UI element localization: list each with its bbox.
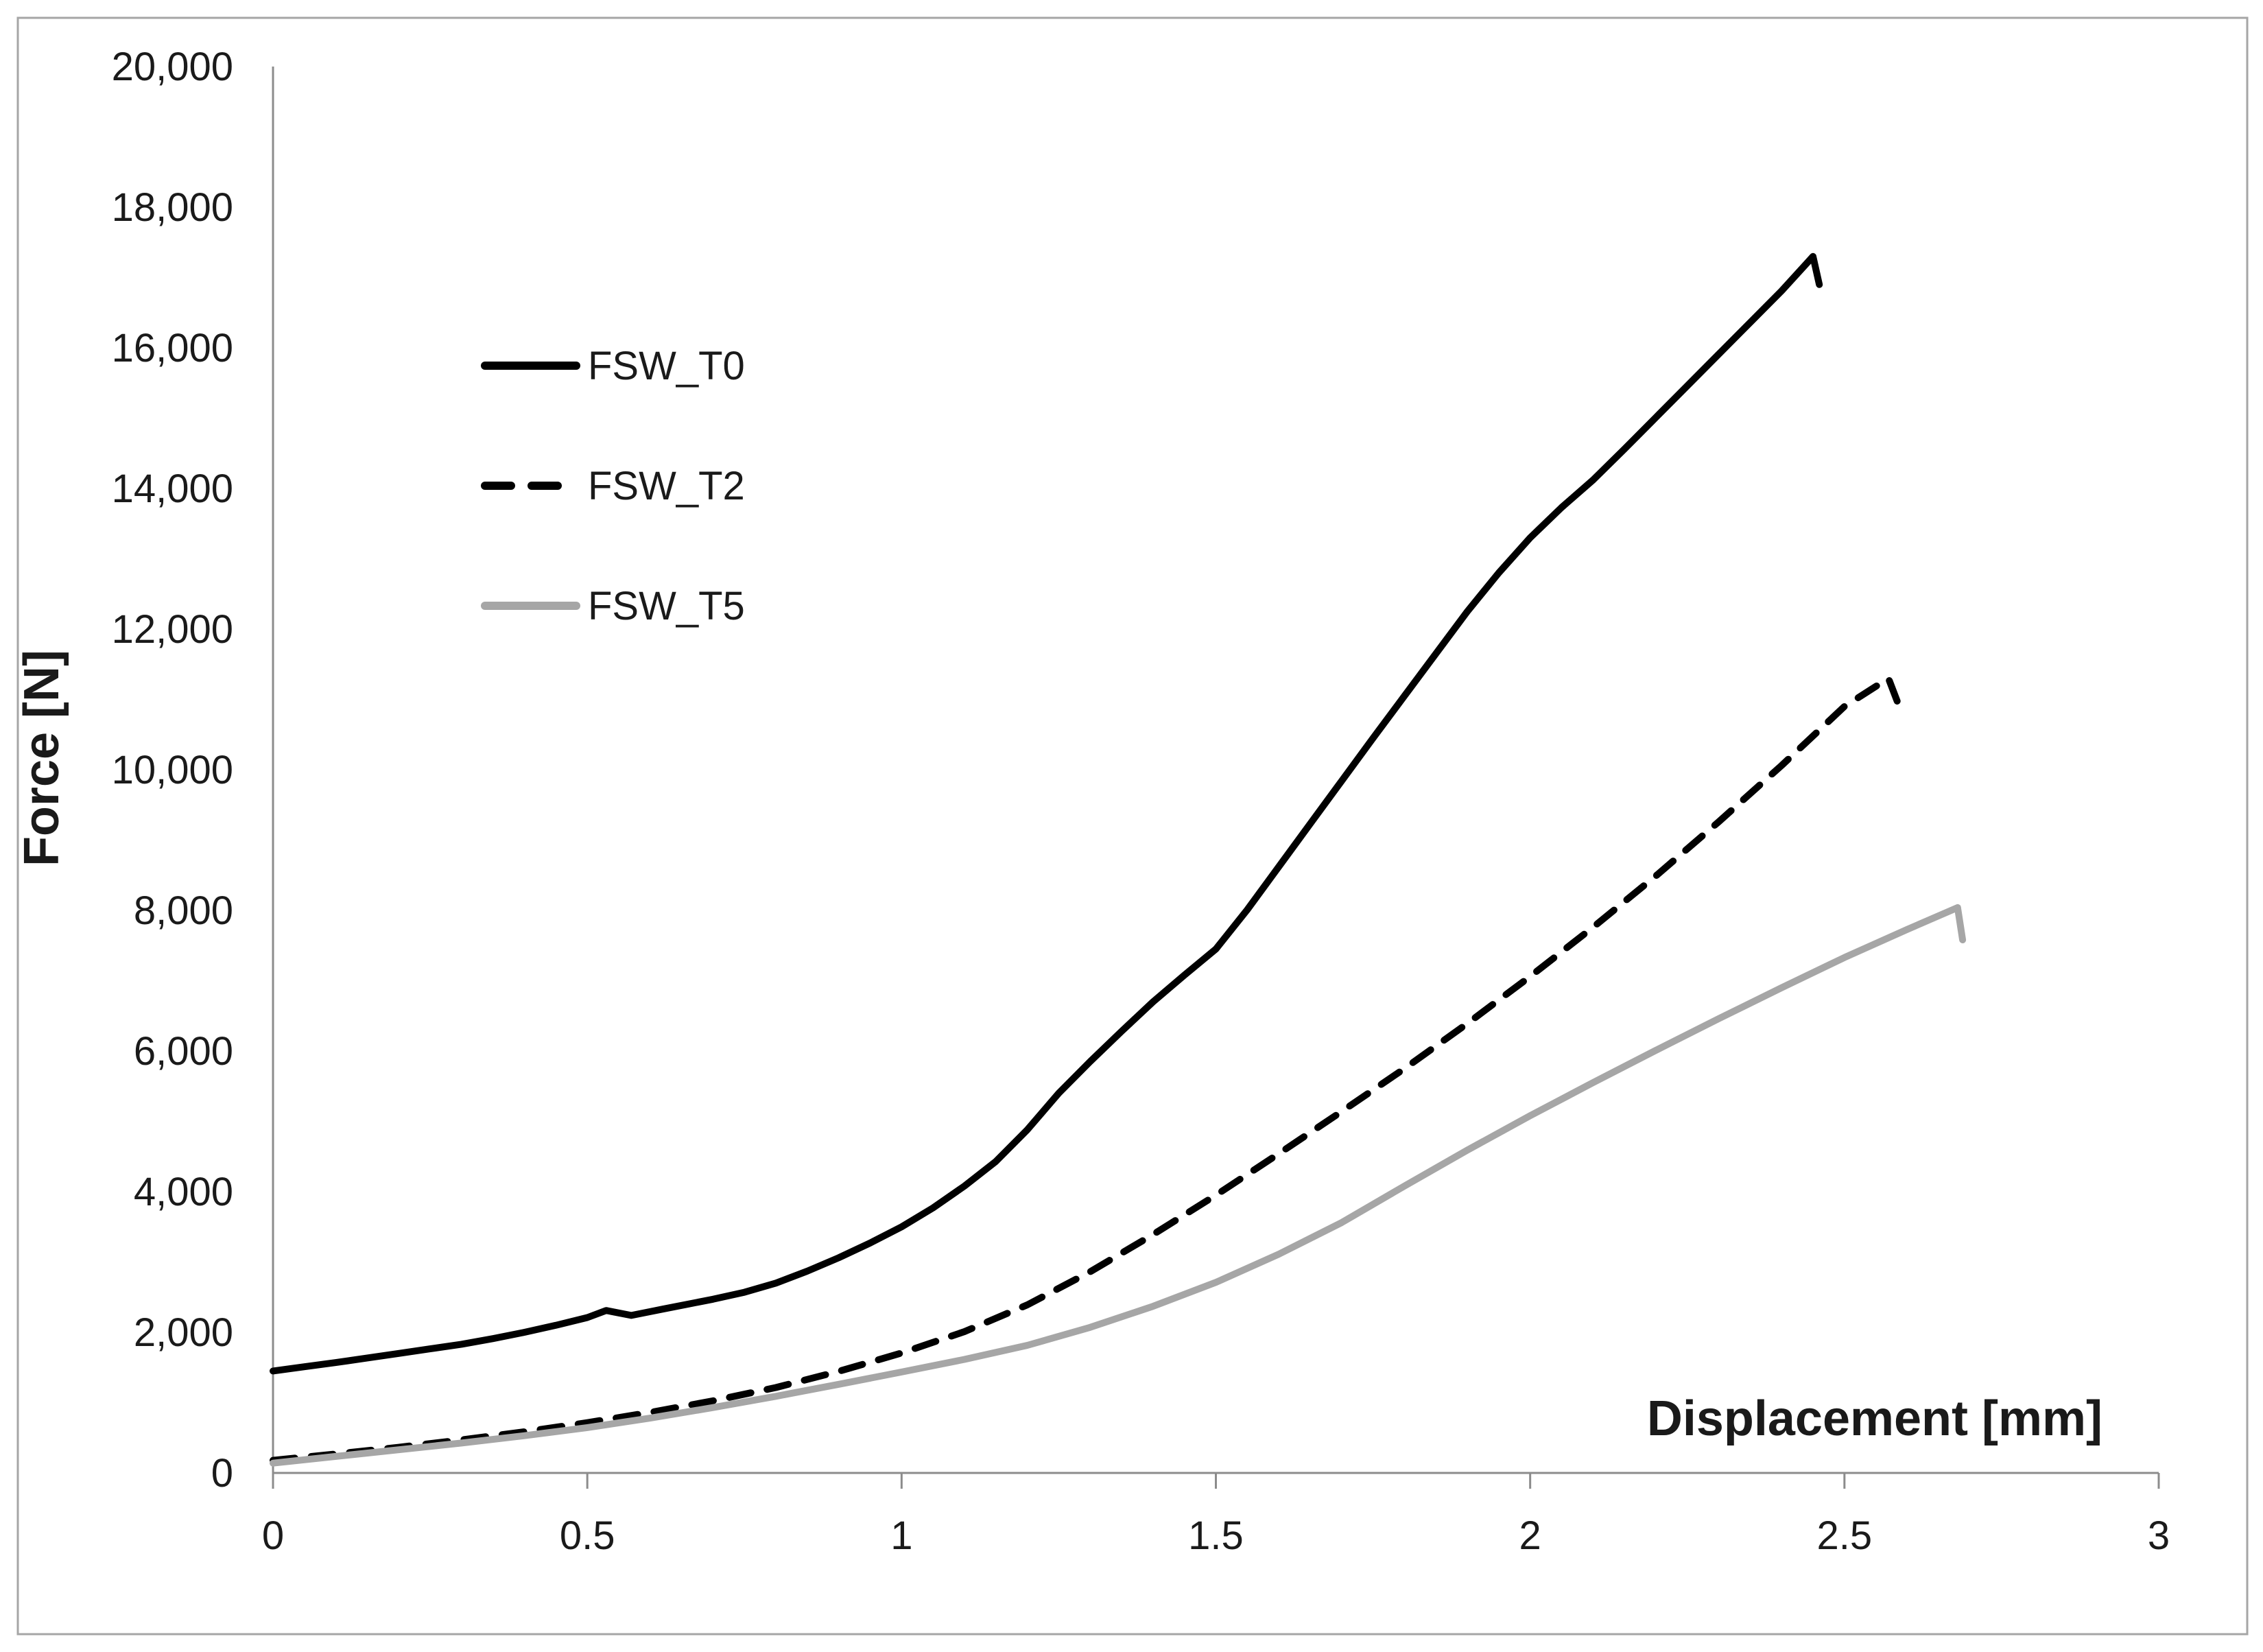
legend-label-FSW_T0: FSW_T0 <box>588 344 745 388</box>
axis-layer <box>272 67 2160 1489</box>
y-tick-label: 0 <box>211 1451 233 1496</box>
x-axis-title: Displacement [mm] <box>1647 1391 2102 1446</box>
x-tick-label: 2.5 <box>1817 1513 1873 1558</box>
legend: FSW_T0 FSW_T2 FSW_T5 <box>481 344 745 628</box>
legend-item-FSW_T5: FSW_T5 <box>481 584 745 628</box>
y-tick-label: 20,000 <box>112 45 233 89</box>
x-tick-label: 1 <box>890 1513 912 1558</box>
tick-label-layer: 0 0.5 1 1.5 2 2.5 3 0 2,000 4,000 6,000 8,000 10,000… <box>112 45 2170 1558</box>
x-tick-label: 2 <box>1519 1513 1541 1558</box>
legend-item-FSW_T0: FSW_T0 <box>481 344 745 388</box>
y-tick-label: 10,000 <box>112 748 233 792</box>
y-tick-label: 6,000 <box>134 1029 233 1074</box>
legend-label-FSW_T2: FSW_T2 <box>588 464 745 508</box>
y-tick-label: 18,000 <box>112 185 233 230</box>
chart-frame <box>16 16 2249 1636</box>
series-line-FSW_T2 <box>270 674 1901 1464</box>
legend-label-FSW_T5: FSW_T5 <box>588 584 745 628</box>
legend-item-FSW_T2: FSW_T2 <box>481 464 745 508</box>
x-tick-label: 0.5 <box>560 1513 615 1558</box>
y-tick-label: 16,000 <box>112 326 233 370</box>
x-tick-label: 0 <box>262 1513 284 1558</box>
y-tick-label: 4,000 <box>134 1170 233 1214</box>
x-tick-label: 1.5 <box>1188 1513 1244 1558</box>
y-axis-title: Force [N] <box>14 650 69 866</box>
x-tick-label: 3 <box>2148 1513 2170 1558</box>
y-tick-label: 2,000 <box>134 1310 233 1355</box>
series-line-FSW_T0 <box>270 252 1823 1375</box>
series-layer <box>270 252 1967 1467</box>
y-tick-label: 8,000 <box>134 888 233 933</box>
y-tick-label: 12,000 <box>112 607 233 652</box>
series-line-FSW_T5 <box>270 904 1967 1467</box>
y-tick-label: 14,000 <box>112 467 233 511</box>
